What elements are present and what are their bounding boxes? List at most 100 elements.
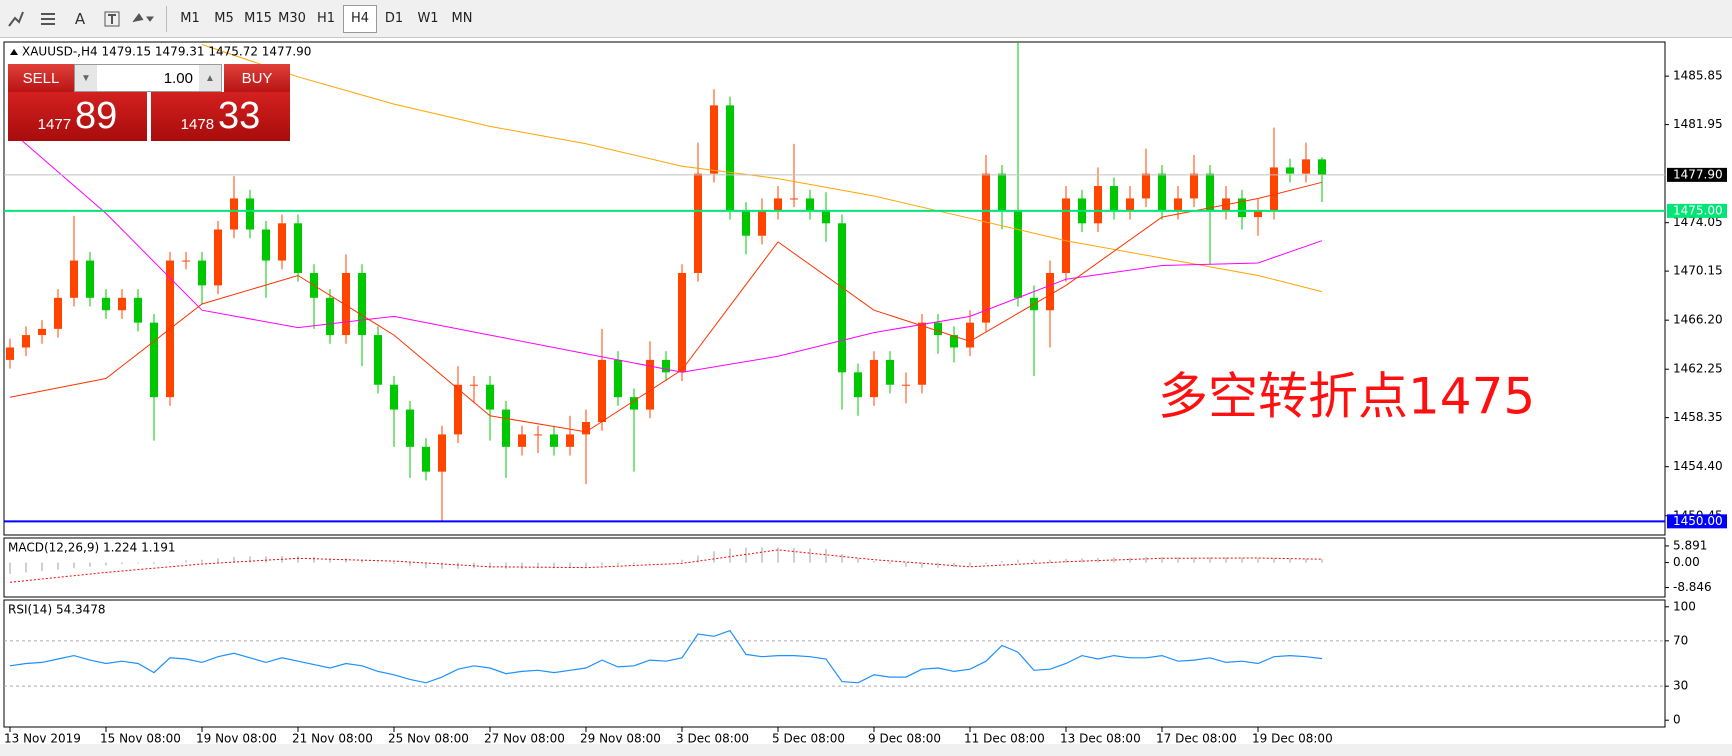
x-tick-label: 25 Nov 08:00 xyxy=(388,732,469,746)
y-tick-label: 1458.35 xyxy=(1673,410,1723,424)
x-tick-label: 5 Dec 08:00 xyxy=(772,732,845,746)
sell-button[interactable]: SELL xyxy=(8,64,74,92)
candle-body xyxy=(870,359,878,398)
candle-body xyxy=(1286,167,1294,174)
volume: 1.00 xyxy=(163,69,193,87)
timeframe-button[interactable]: W1 xyxy=(417,11,439,26)
arrow-tool[interactable] xyxy=(128,5,160,33)
title-marker xyxy=(10,49,18,55)
trade-row: SELL ▼ 1.00 ▲ BUY xyxy=(8,64,290,92)
timeframe-button[interactable]: D1 xyxy=(384,11,404,26)
chart-tool[interactable] xyxy=(0,5,32,33)
candle-body xyxy=(838,223,846,373)
candle-body xyxy=(6,347,14,360)
timeframe-button[interactable]: MN xyxy=(451,11,473,26)
candle-body xyxy=(70,260,78,298)
price-label-box xyxy=(1667,514,1727,529)
x-tick-label: 11 Dec 08:00 xyxy=(964,732,1045,746)
ask-small: 33 xyxy=(218,95,261,137)
ask-price[interactable]: 1478 33 xyxy=(151,92,290,141)
timeframe-button[interactable]: H1 xyxy=(316,11,336,26)
candle-body xyxy=(854,372,862,398)
candle-body xyxy=(1270,167,1278,211)
price-label-box xyxy=(1667,203,1727,218)
candle-body xyxy=(150,322,158,398)
candle-body xyxy=(534,434,542,436)
price-label: 1450.00 xyxy=(1673,514,1723,528)
candle-body xyxy=(1094,186,1102,224)
volume-down[interactable]: ▼ xyxy=(75,65,97,91)
x-tick-label: 15 Nov 08:00 xyxy=(100,732,181,746)
candle-body xyxy=(678,272,686,373)
candle-body xyxy=(86,260,94,298)
price-label: 1475.00 xyxy=(1673,203,1723,217)
candle-body xyxy=(1238,198,1246,218)
annotation: 多空转折点1475 xyxy=(1158,368,1535,426)
candle-body xyxy=(902,384,910,386)
panel-border xyxy=(3,599,1666,728)
candle-body xyxy=(214,229,222,286)
candle-body xyxy=(230,198,238,230)
timeframe-button[interactable]: M1 xyxy=(180,11,200,26)
candle-body xyxy=(1302,159,1310,174)
buy-button[interactable]: BUY xyxy=(224,64,290,92)
candle-body xyxy=(550,434,558,447)
candle-body xyxy=(1142,173,1150,199)
candle-body xyxy=(774,198,782,211)
candle-body xyxy=(614,359,622,398)
candle-body xyxy=(790,198,798,200)
candle-body xyxy=(662,359,670,373)
y-tick-label: 5.891 xyxy=(1673,538,1707,552)
timeframes: M1 M5 M15 M30 H1 H4 D1 W1 MN xyxy=(173,4,479,33)
candle-body xyxy=(342,272,350,336)
candle-body xyxy=(294,223,302,273)
label-tool[interactable] xyxy=(96,5,128,33)
tab-strip xyxy=(0,744,1732,756)
icon xyxy=(104,11,120,26)
candle-body xyxy=(262,229,270,261)
ask-big: 1478 xyxy=(180,116,215,133)
text-tool[interactable]: A xyxy=(74,9,86,28)
timeframe-button[interactable]: H4 xyxy=(343,4,377,33)
candle-body xyxy=(1174,198,1182,211)
grid-tool[interactable] xyxy=(32,5,64,33)
candle-body xyxy=(1318,159,1326,175)
bid-price[interactable]: 1477 89 xyxy=(8,92,147,141)
candle-body xyxy=(38,328,46,336)
candle-body xyxy=(246,198,254,230)
price-label: 1477.90 xyxy=(1673,167,1723,181)
x-tick-label: 29 Nov 08:00 xyxy=(580,732,661,746)
candle-body xyxy=(54,297,62,329)
icon xyxy=(8,11,24,27)
volume-up[interactable]: ▲ xyxy=(199,65,221,91)
signal-line xyxy=(9,549,1323,583)
candle-body xyxy=(1014,210,1022,298)
timeframe-button[interactable]: M15 xyxy=(244,11,272,26)
candle-body xyxy=(950,335,958,348)
candle-body xyxy=(374,335,382,385)
candle-body xyxy=(598,359,606,422)
timeframe-button[interactable]: M5 xyxy=(214,11,234,26)
bid-big: 1477 xyxy=(37,116,72,133)
candle-body xyxy=(358,272,366,336)
x-tick-label: 19 Nov 08:00 xyxy=(196,732,277,746)
candle-body xyxy=(406,409,414,447)
candle-body xyxy=(390,384,398,410)
candle-body xyxy=(886,359,894,385)
candle-body xyxy=(758,210,766,236)
timeframe-button[interactable]: M30 xyxy=(278,11,306,26)
x-tick-label: 3 Dec 08:00 xyxy=(676,732,749,746)
x-tick-label: 17 Dec 08:00 xyxy=(1156,732,1237,746)
candle-body xyxy=(422,446,430,472)
candle-body xyxy=(998,173,1006,211)
volume-field[interactable]: ▼ 1.00 ▲ xyxy=(74,64,222,92)
chart-title: XAUUSD-,H4 1479.15 1479.31 1475.72 1477.… xyxy=(22,45,311,59)
candle-body xyxy=(966,322,974,348)
candle-body xyxy=(486,384,494,410)
candle-body xyxy=(1062,198,1070,273)
icon xyxy=(132,12,154,22)
candle-body xyxy=(470,384,478,386)
x-tick-label: 19 Dec 08:00 xyxy=(1252,732,1333,746)
x-tick-label: 13 Nov 2019 xyxy=(4,732,81,746)
moving-average xyxy=(9,129,1323,373)
